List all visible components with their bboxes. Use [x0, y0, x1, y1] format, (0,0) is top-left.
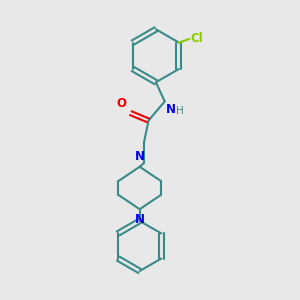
Text: H: H [176, 106, 184, 116]
Text: N: N [135, 150, 145, 163]
Text: N: N [135, 213, 145, 226]
Text: N: N [166, 103, 176, 116]
Text: O: O [116, 97, 126, 110]
Text: Cl: Cl [190, 32, 203, 46]
